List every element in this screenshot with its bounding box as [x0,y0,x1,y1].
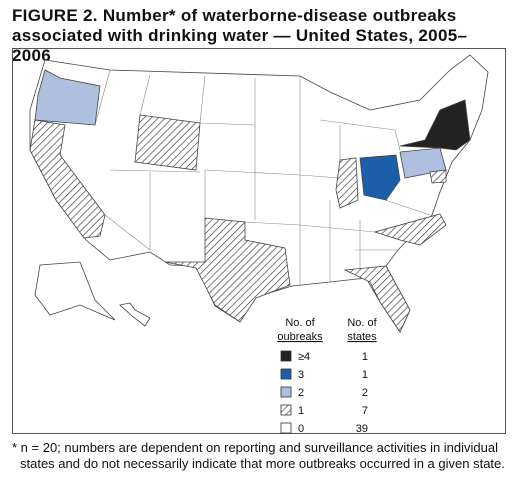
state-ohio [359,154,401,201]
legend-states: 1 [362,369,368,381]
footnote: * n = 20; numbers are dependent on repor… [12,440,505,471]
state-florida [343,265,411,333]
legend-states: 2 [362,387,368,399]
map-frame [12,48,506,434]
map: No. of oubreaks No. of states ≥4 1 3 1 2 2 1 7 0… [29,54,489,435]
legend-outbreaks: 0 [298,423,304,435]
state-borders [94,69,431,285]
state-maryland [429,169,447,184]
state-alaska [34,261,116,321]
legend-swatch [280,422,292,434]
state-north-carolina [373,213,447,246]
figure-title: FIGURE 2. Number* of waterborne-disease … [12,6,468,65]
legend-swatch [280,350,292,362]
legend-outbreaks: ≥4 [298,351,310,363]
legend-header: oubreaks [277,331,323,343]
legend-swatch [280,404,292,416]
legend-header: No. of [285,317,315,329]
legend-swatch [280,368,292,380]
legend-outbreaks: 3 [298,369,304,381]
state-wyoming [134,114,201,171]
state-indiana [335,157,359,209]
state-california [29,119,106,239]
legend-outbreaks: 1 [298,405,304,417]
legend-header: No. of [347,317,377,329]
legend-states: 39 [356,423,368,435]
legend-header: states [347,331,377,343]
legend: No. of oubreaks No. of states ≥4 1 3 1 2 2 1 7 0… [277,317,377,435]
states [29,54,489,333]
legend-swatch [280,386,292,398]
legend-states: 7 [362,405,368,417]
state-new-york [399,99,471,151]
legend-states: 1 [362,351,368,363]
legend-outbreaks: 2 [298,387,304,399]
state-texas [164,217,291,323]
state-hawaii [119,302,151,327]
